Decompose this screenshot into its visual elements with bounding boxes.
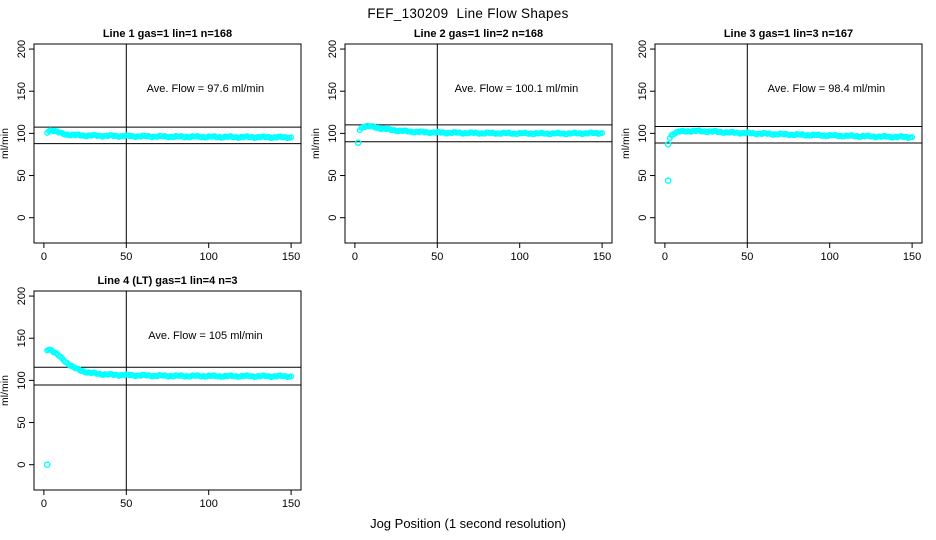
- x-tick-label: 150: [593, 251, 611, 263]
- x-tick-label: 0: [352, 251, 358, 263]
- x-tick-label: 100: [200, 498, 218, 510]
- plot-box: [33, 290, 302, 491]
- y-tick-label: 200: [637, 40, 649, 58]
- panel-line-2: 0 50 100 150 0 50 100 150 200 Line 2 gas=1 lin=2 …: [310, 28, 613, 263]
- ave-flow-annotation: Ave. Flow = 97.6 ml/min: [147, 83, 264, 95]
- outlier-point: [354, 139, 362, 146]
- x-axis-caption: Jog Position (1 second resolution): [370, 516, 566, 531]
- y-tick-label: 150: [327, 82, 339, 100]
- y-tick-label: 200: [16, 287, 28, 305]
- outlier-point: [664, 177, 672, 184]
- x-tick-label: 50: [431, 251, 443, 263]
- x-tick-label: 100: [511, 251, 529, 263]
- y-tick-label: 150: [16, 329, 28, 347]
- ave-flow-annotation: Ave. Flow = 100.1 ml/min: [455, 83, 579, 95]
- main-title: FEF_130209 Line Flow Shapes: [367, 6, 569, 21]
- outlier-point: [664, 141, 672, 148]
- ave-flow-annotation: Ave. Flow = 105 ml/min: [148, 330, 262, 342]
- y-tick-label: 100: [327, 124, 339, 142]
- panel-line-3: 0 50 100 150 0 50 100 150 200 Line 3 gas=1 lin=3 …: [620, 28, 923, 263]
- panel-line-1: 0 50 100 150 0 50 100 150 200 Line 1 gas=1 lin=1 …: [0, 28, 302, 263]
- x-tick-label: 0: [41, 251, 47, 263]
- y-tick-label: 0: [327, 215, 339, 221]
- y-axis-label: ml/min: [0, 128, 11, 159]
- scatter-points: [44, 127, 295, 142]
- y-axis-label: ml/min: [310, 128, 322, 159]
- panel-title: Line 3 gas=1 lin=3 n=167: [724, 28, 853, 40]
- y-tick-label: 100: [16, 124, 28, 142]
- y-axis-label: ml/min: [0, 375, 11, 406]
- y-tick-label: 0: [16, 215, 28, 221]
- outlier-point: [43, 461, 51, 469]
- y-tick-label: 50: [637, 169, 649, 181]
- y-tick-label: 0: [16, 462, 28, 468]
- panel-title: Line 1 gas=1 lin=1 n=168: [103, 28, 232, 40]
- x-tick-label: 150: [282, 251, 300, 263]
- y-tick-label: 100: [16, 371, 28, 389]
- x-tick-label: 50: [120, 498, 132, 510]
- x-tick-label: 100: [821, 251, 839, 263]
- y-tick-label: 150: [16, 82, 28, 100]
- panel-title: Line 4 (LT) gas=1 lin=4 n=3: [97, 275, 237, 287]
- panel-line-4: 0 50 100 150 0 50 100 150 200 Line 4 (LT) gas=1 l…: [0, 275, 302, 510]
- x-tick-label: 0: [41, 498, 47, 510]
- x-tick-label: 0: [662, 251, 668, 263]
- y-tick-label: 150: [637, 82, 649, 100]
- x-tick-label: 150: [282, 498, 300, 510]
- scatter-points: [666, 127, 916, 142]
- x-tick-label: 50: [120, 251, 132, 263]
- y-tick-label: 50: [16, 416, 28, 428]
- x-tick-label: 100: [200, 251, 218, 263]
- plot-box: [654, 43, 923, 244]
- scatter-points: [356, 122, 606, 138]
- y-tick-label: 50: [327, 169, 339, 181]
- y-tick-label: 200: [327, 40, 339, 58]
- y-tick-label: 100: [637, 124, 649, 142]
- plot-box: [344, 43, 613, 244]
- x-tick-label: 150: [903, 251, 921, 263]
- y-tick-label: 50: [16, 169, 28, 181]
- panel-title: Line 2 gas=1 lin=2 n=168: [414, 28, 543, 40]
- y-tick-label: 0: [637, 215, 649, 221]
- y-tick-label: 200: [16, 40, 28, 58]
- y-axis-label: ml/min: [620, 128, 632, 159]
- ave-flow-annotation: Ave. Flow = 98.4 ml/min: [768, 83, 885, 95]
- scatter-points: [44, 346, 295, 381]
- x-tick-label: 50: [741, 251, 753, 263]
